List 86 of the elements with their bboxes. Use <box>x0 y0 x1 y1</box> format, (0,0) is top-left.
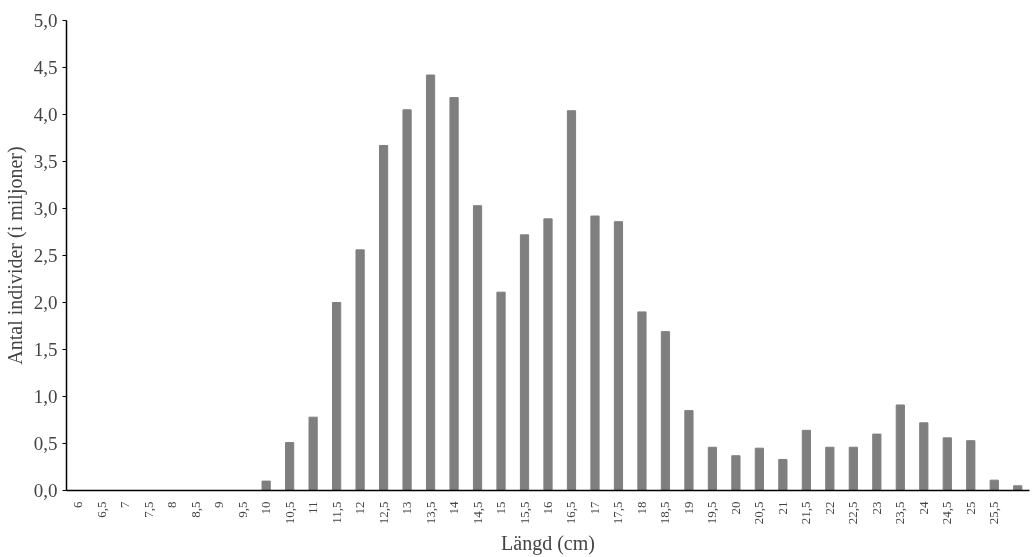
bar <box>261 480 271 491</box>
bar <box>496 291 506 491</box>
x-tick-label: 18,5 <box>657 501 673 525</box>
bar <box>1013 485 1023 491</box>
bar <box>308 416 318 491</box>
x-tick-label: 19,5 <box>704 501 720 525</box>
bar <box>332 302 342 491</box>
x-tick-label: 6 <box>70 501 86 508</box>
bar <box>613 221 624 491</box>
bar <box>731 455 741 491</box>
x-tick-label: 9 <box>211 501 227 508</box>
x-tick-label: 12,5 <box>375 501 391 525</box>
x-tick-label: 16,5 <box>563 501 579 525</box>
bar <box>519 234 530 491</box>
x-tick-label: 8 <box>164 501 180 508</box>
bar <box>966 440 976 491</box>
x-tick-label: 25 <box>962 501 978 515</box>
x-tick-label: 25,5 <box>986 501 1002 525</box>
y-tick-label: 0,0 <box>33 480 58 501</box>
x-tick-label: 11 <box>305 501 321 515</box>
y-tick-label: 1,0 <box>33 386 58 407</box>
bar <box>754 447 764 491</box>
x-tick-label: 13,5 <box>422 501 438 525</box>
bar <box>449 97 459 491</box>
x-tick-label: 9,5 <box>234 501 250 518</box>
bar <box>402 109 412 491</box>
x-tick-label: 18 <box>633 501 649 515</box>
x-tick-label: 10 <box>258 501 274 515</box>
bar <box>660 331 671 491</box>
x-tick-label: 16 <box>540 501 555 515</box>
bar <box>566 110 577 491</box>
bar <box>848 446 858 491</box>
x-tick-label: 21,5 <box>798 501 814 525</box>
bar <box>825 446 835 491</box>
x-tick-label: 20 <box>727 501 743 515</box>
y-tick-label: 5,0 <box>33 10 58 31</box>
y-axis-title: Antal individer (i miljoner) <box>3 146 27 365</box>
x-tick-label: 23,5 <box>892 501 908 525</box>
x-axis-title: Längd (cm) <box>501 532 595 556</box>
x-tick-label: 21 <box>774 501 790 515</box>
x-tick-label: 17,5 <box>610 501 626 525</box>
x-tick-label: 6,5 <box>93 501 109 518</box>
y-tick-label: 4,5 <box>33 57 58 78</box>
y-tick-label: 3,0 <box>33 198 58 219</box>
x-tick-label: 7 <box>117 501 133 508</box>
bar <box>684 410 694 491</box>
bar <box>355 249 365 491</box>
bar <box>378 145 389 491</box>
bar <box>989 479 999 491</box>
x-tick-label: 24,5 <box>939 501 955 525</box>
bar <box>707 446 718 491</box>
y-tick-label: 4,0 <box>33 104 58 125</box>
bar <box>801 429 811 491</box>
bar <box>425 74 436 491</box>
y-tick-label: 3,5 <box>33 151 58 172</box>
x-tick-label: 14,5 <box>469 501 485 525</box>
x-tick-label: 15,5 <box>516 501 532 525</box>
x-tick-label: 7,5 <box>140 501 156 518</box>
x-tick-label: 20,5 <box>751 501 767 525</box>
x-tick-label: 8,5 <box>187 501 203 518</box>
bar <box>778 458 788 491</box>
x-tick-label: 11,5 <box>328 501 344 524</box>
bar <box>942 437 952 491</box>
bar <box>543 218 553 491</box>
x-tick-label: 15 <box>493 501 509 515</box>
x-tick-label: 22,5 <box>845 501 861 525</box>
y-tick-label: 0,5 <box>33 433 58 454</box>
y-tick-label: 2,0 <box>33 292 58 313</box>
x-tick-label: 24 <box>915 501 931 515</box>
bar <box>895 404 905 491</box>
bar <box>872 433 882 491</box>
x-tick-label: 17 <box>586 501 602 515</box>
x-tick-label: 14 <box>446 501 462 515</box>
x-tick-label: 22 <box>821 501 837 515</box>
y-tick-label: 1,5 <box>33 339 58 360</box>
bar <box>285 442 295 491</box>
x-tick-label: 19 <box>680 501 696 515</box>
y-tick-label: 2,5 <box>33 245 58 266</box>
bar <box>919 422 929 491</box>
x-tick-label: 12 <box>352 501 368 515</box>
bar <box>472 205 483 491</box>
x-tick-label: 23 <box>868 501 884 515</box>
bar <box>637 311 647 491</box>
x-tick-label: 10,5 <box>281 501 297 525</box>
x-tick-label: 13 <box>399 501 415 515</box>
bar <box>590 215 600 491</box>
